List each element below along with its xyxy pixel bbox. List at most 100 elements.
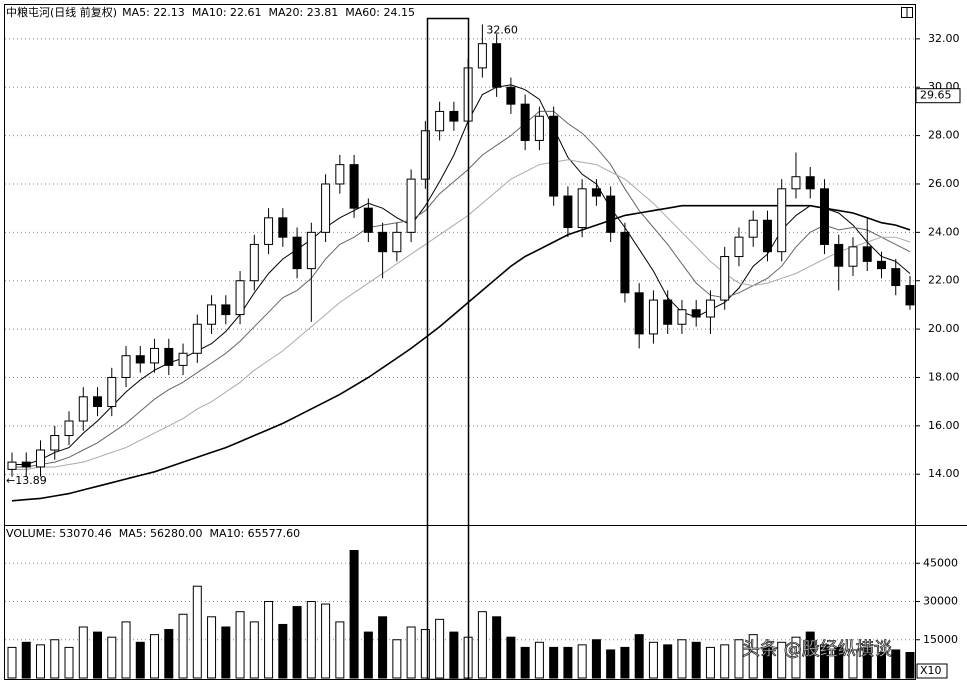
price-marker: 29.65: [920, 89, 952, 102]
volume-bar: [862, 646, 872, 679]
candle-body: [577, 188, 587, 229]
candle-body: [791, 176, 801, 190]
volume-bar: [150, 634, 160, 679]
volume-bar: [449, 631, 459, 679]
candle-body: [862, 246, 872, 262]
y-tick-label: 30000: [923, 595, 958, 608]
candle-body: [7, 461, 17, 470]
legend-entry: MA5: 22.13: [122, 6, 185, 19]
candle-body: [549, 115, 559, 197]
unit-label: X10: [920, 664, 942, 677]
volume-bar: [392, 639, 402, 679]
candle-body: [235, 280, 245, 316]
volume-bar: [178, 613, 188, 679]
volume-bar: [591, 639, 601, 679]
volume-bar: [520, 646, 530, 679]
candle-body: [805, 176, 815, 190]
candle-body: [477, 43, 487, 69]
candle-body: [691, 309, 701, 318]
volume-bar: [135, 641, 145, 679]
volume-bar: [306, 601, 316, 679]
candle-body: [221, 304, 231, 316]
volume-bar: [192, 585, 202, 679]
low-annotation: ←13.89: [6, 474, 47, 487]
y-tick-label: 28.00: [928, 129, 960, 142]
volume-bar: [534, 641, 544, 679]
y-tick-label: 24.00: [928, 225, 960, 238]
volume-bar: [207, 616, 217, 679]
candle-body: [648, 299, 658, 335]
candle-body: [891, 268, 901, 287]
candle-body: [335, 164, 345, 185]
volume-bar: [477, 611, 487, 679]
candle-body: [762, 219, 772, 253]
volume-bar: [406, 626, 416, 679]
volume-bar: [378, 616, 388, 679]
ma-line: [11, 204, 911, 502]
candle-body: [178, 352, 188, 366]
y-tick-label: 26.00: [928, 177, 960, 190]
volume-bar: [21, 641, 31, 679]
y-tick-label: 15000: [923, 633, 958, 646]
candle-body: [492, 43, 502, 88]
volume-title: VOLUME: 53070.46: [6, 527, 112, 540]
candle-body: [777, 188, 787, 253]
candle-body: [150, 347, 160, 364]
volume-bar: [777, 641, 787, 679]
volume-bar: [577, 644, 587, 679]
candle-body: [406, 178, 416, 233]
volume-bar: [819, 644, 829, 679]
volume-bar: [64, 646, 74, 679]
volume-bar: [264, 601, 274, 679]
candle-body: [834, 243, 844, 267]
ma-line: [12, 84, 911, 465]
candle-body: [21, 461, 31, 468]
candle-body: [378, 231, 388, 253]
volume-bar: [292, 606, 302, 679]
volume-bar: [349, 550, 359, 679]
volume-bar: [321, 603, 331, 679]
candle-body: [905, 285, 915, 306]
candle-body: [135, 355, 145, 364]
ma-line: [12, 159, 911, 470]
y-tick-label: 32.00: [928, 32, 960, 45]
volume-bar: [720, 644, 730, 679]
legend-entry: MA5: 56280.00: [119, 527, 203, 540]
candle-body: [78, 396, 88, 422]
candle-body: [520, 103, 530, 141]
volume-bar: [606, 649, 616, 679]
candle-body: [50, 435, 60, 451]
volume-bar: [876, 652, 886, 679]
candle-body: [107, 376, 117, 407]
legend-entry: MA10: 22.61: [192, 6, 262, 19]
volume-bar: [249, 621, 259, 679]
volume-bar: [7, 646, 17, 679]
candle-body: [720, 256, 730, 301]
y-tick-label: 16.00: [928, 419, 960, 432]
watermark: 头条 @股经纵横谈: [742, 639, 892, 660]
volume-bar: [748, 634, 758, 679]
volume-bar: [335, 621, 345, 679]
volume-bar: [734, 639, 744, 679]
volume-bar: [278, 623, 288, 679]
volume-bar: [663, 644, 673, 679]
candle-body: [748, 219, 758, 238]
candle-body: [64, 420, 74, 437]
candle-body: [264, 217, 274, 245]
candle-body: [677, 309, 687, 325]
window-icon[interactable]: [901, 7, 913, 18]
price-marker-box: [915, 88, 961, 104]
y-tick-label: 45000: [923, 556, 958, 569]
legend-entry: MA10: 65577.60: [209, 527, 300, 540]
candle-body: [349, 164, 359, 209]
volume-bar: [36, 644, 46, 679]
candle-body: [563, 195, 573, 229]
volume-bar: [549, 646, 559, 679]
volume-bar: [50, 639, 60, 679]
candle-body: [819, 188, 829, 245]
volume-bar: [492, 616, 502, 679]
candle-body: [620, 231, 630, 294]
candle-body: [93, 396, 103, 407]
